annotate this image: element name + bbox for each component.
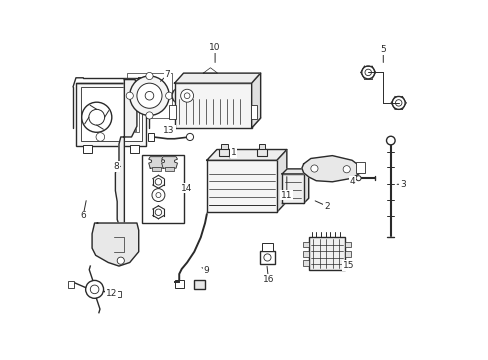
Bar — [129, 145, 139, 153]
Circle shape — [117, 257, 124, 264]
Bar — [136, 108, 139, 132]
Text: 14: 14 — [181, 184, 192, 193]
Circle shape — [264, 254, 270, 261]
Bar — [302, 251, 308, 257]
Bar — [115, 291, 121, 297]
Polygon shape — [92, 223, 139, 266]
Circle shape — [165, 92, 172, 99]
Bar — [128, 108, 131, 132]
Bar — [174, 280, 183, 288]
Bar — [147, 134, 154, 140]
Text: 2: 2 — [324, 202, 329, 211]
Bar — [344, 242, 351, 247]
Circle shape — [310, 165, 317, 172]
Bar — [165, 167, 174, 171]
Bar — [152, 167, 161, 171]
Circle shape — [81, 102, 112, 132]
Polygon shape — [206, 149, 286, 160]
Circle shape — [391, 96, 405, 109]
Circle shape — [145, 91, 153, 100]
Circle shape — [395, 100, 401, 106]
Text: 6: 6 — [80, 211, 86, 220]
Circle shape — [145, 112, 153, 119]
Circle shape — [129, 76, 169, 116]
Polygon shape — [282, 169, 308, 174]
Bar — [219, 149, 229, 156]
Polygon shape — [162, 157, 177, 168]
Bar — [344, 251, 351, 257]
Bar — [127, 73, 171, 118]
Polygon shape — [174, 73, 260, 83]
Circle shape — [155, 179, 162, 185]
Polygon shape — [115, 80, 137, 230]
Circle shape — [355, 176, 360, 181]
Circle shape — [180, 89, 193, 102]
Bar — [221, 144, 227, 149]
Bar — [257, 149, 266, 156]
Bar — [344, 260, 351, 266]
Bar — [262, 243, 272, 251]
Circle shape — [90, 285, 99, 294]
Bar — [250, 105, 257, 119]
Text: 16: 16 — [262, 275, 274, 284]
Circle shape — [96, 133, 104, 141]
Circle shape — [156, 193, 161, 198]
Text: 12: 12 — [106, 289, 117, 298]
Circle shape — [176, 92, 183, 99]
Text: 11: 11 — [281, 190, 292, 199]
Text: 13: 13 — [163, 126, 175, 135]
Bar — [177, 103, 183, 106]
Bar — [260, 251, 274, 264]
Text: 7: 7 — [164, 71, 170, 80]
Bar — [308, 237, 344, 270]
Polygon shape — [206, 160, 276, 212]
Polygon shape — [251, 73, 260, 128]
Circle shape — [364, 69, 371, 76]
Circle shape — [137, 83, 162, 108]
Polygon shape — [303, 169, 308, 203]
Circle shape — [172, 88, 187, 104]
Text: 5: 5 — [380, 45, 386, 54]
Bar — [142, 155, 183, 223]
Bar — [355, 162, 364, 173]
Text: 8: 8 — [113, 162, 119, 171]
Polygon shape — [174, 83, 251, 128]
Polygon shape — [282, 174, 303, 203]
Bar — [132, 108, 135, 132]
Circle shape — [386, 136, 394, 145]
Polygon shape — [301, 156, 360, 182]
Text: 1: 1 — [230, 148, 236, 157]
Bar — [302, 260, 308, 266]
Bar — [258, 144, 265, 149]
Circle shape — [145, 72, 153, 80]
Circle shape — [186, 134, 193, 140]
Circle shape — [184, 93, 190, 99]
Text: 9: 9 — [203, 266, 208, 275]
Bar — [124, 108, 127, 132]
Circle shape — [155, 209, 162, 216]
Circle shape — [343, 166, 349, 173]
Text: 15: 15 — [342, 261, 353, 270]
Bar — [169, 105, 175, 119]
Polygon shape — [174, 118, 260, 128]
Bar — [302, 242, 308, 247]
Circle shape — [85, 280, 103, 298]
Bar — [81, 87, 142, 140]
Bar — [83, 145, 92, 153]
Text: 10: 10 — [209, 43, 221, 52]
Circle shape — [152, 189, 164, 202]
Polygon shape — [276, 149, 286, 212]
Circle shape — [126, 92, 133, 99]
Circle shape — [89, 109, 104, 125]
Text: 3: 3 — [399, 180, 405, 189]
Polygon shape — [148, 157, 164, 168]
Bar — [194, 280, 204, 289]
Bar — [76, 83, 145, 146]
Bar — [67, 282, 74, 288]
Text: 4: 4 — [348, 177, 354, 186]
Circle shape — [361, 66, 374, 79]
